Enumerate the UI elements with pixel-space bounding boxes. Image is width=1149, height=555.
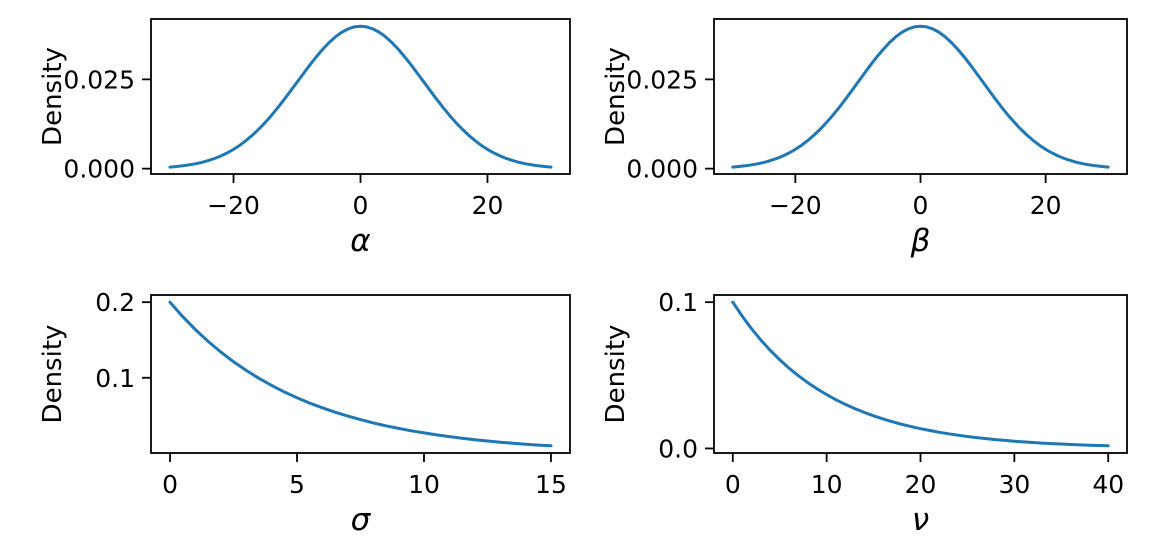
x-tick-label: 15 <box>535 470 567 499</box>
x-tick-label: 0 <box>162 470 178 499</box>
x-tick-label: 30 <box>998 470 1030 499</box>
y-axis-label: Density <box>601 325 631 424</box>
density-curve-nu <box>731 300 1110 448</box>
axes-spines <box>713 18 1128 175</box>
y-axis-label: Density <box>38 47 68 146</box>
y-axis-label: Density <box>601 47 631 146</box>
panel-alpha: −20 0 20 0.000 0.025 α Density <box>38 18 571 259</box>
x-tick-label: 0 <box>725 470 741 499</box>
x-tick-label: 5 <box>289 470 305 499</box>
panel-sigma: 0 5 10 15 0.1 0.2 σ Density <box>38 288 571 538</box>
panel-beta: −20 0 20 0.000 0.025 β Density <box>601 18 1128 259</box>
y-tick-label: 0.2 <box>95 288 135 317</box>
x-axis-label: ν <box>912 502 929 538</box>
y-tick-label: 0.025 <box>626 65 698 94</box>
x-tick-label: 20 <box>905 470 937 499</box>
x-tick-label: 10 <box>408 470 440 499</box>
x-tick-label: 10 <box>811 470 843 499</box>
y-tick-label: 0.0 <box>658 434 698 463</box>
x-tick-label: 0 <box>353 191 369 220</box>
density-curve-alpha <box>168 24 553 169</box>
x-tick-label: 0 <box>913 191 929 220</box>
x-tick-label: −20 <box>207 191 260 220</box>
x-tick-label: 40 <box>1092 470 1124 499</box>
y-tick-label: 0.1 <box>658 288 698 317</box>
y-tick-label: 0.025 <box>63 65 135 94</box>
x-axis-label: α <box>350 223 370 259</box>
y-tick-label: 0.000 <box>63 155 135 184</box>
axes-spines <box>150 18 571 175</box>
y-axis-label: Density <box>38 325 68 424</box>
axes-spines <box>150 294 571 454</box>
x-tick-label: 20 <box>1030 191 1062 220</box>
x-tick-label: −20 <box>769 191 822 220</box>
panel-nu: 0 10 20 30 40 0.0 0.1 ν Density <box>601 288 1128 538</box>
density-curve-beta <box>731 24 1110 169</box>
density-curve-sigma <box>168 300 553 448</box>
x-tick-label: 20 <box>472 191 504 220</box>
x-axis-label: σ <box>351 502 372 538</box>
y-tick-label: 0.000 <box>626 155 698 184</box>
x-axis-label: β <box>910 223 931 259</box>
y-tick-label: 0.1 <box>95 364 135 393</box>
